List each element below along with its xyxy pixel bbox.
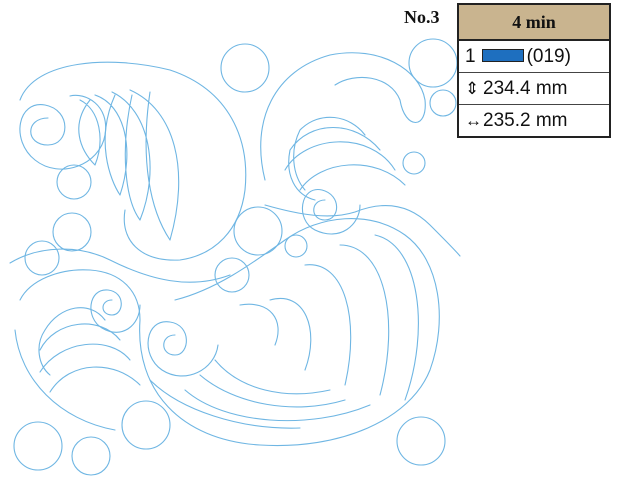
width-row: ↔235.2 mm bbox=[459, 104, 609, 136]
stitch-time: 4 min bbox=[459, 5, 609, 41]
stitch-circle bbox=[121, 400, 171, 450]
stitch-circle bbox=[402, 151, 426, 175]
color-swatch bbox=[481, 48, 524, 62]
stitch-outline bbox=[19, 61, 247, 261]
stitch-line bbox=[264, 204, 461, 257]
vertical-double-arrow-icon: ⇕ bbox=[465, 79, 480, 98]
stitch-line bbox=[9, 248, 231, 283]
color-index: 1 bbox=[465, 46, 476, 67]
stitch-spiral bbox=[147, 321, 219, 377]
stitch-circle bbox=[13, 421, 63, 471]
design-number: No.3 bbox=[404, 7, 440, 27]
stitch-circle bbox=[396, 416, 446, 466]
stitch-spiral bbox=[19, 94, 107, 170]
design-info-panel: 4 min 1 (019) ⇕ 234.4 mm ↔235.2 mm bbox=[457, 3, 611, 138]
height-row: ⇕ 234.4 mm bbox=[459, 72, 609, 104]
stitch-feather bbox=[184, 234, 419, 422]
stitch-feather bbox=[78, 89, 180, 241]
stitch-outline bbox=[139, 218, 440, 447]
stitch-feather bbox=[284, 116, 406, 201]
color-code: (019) bbox=[526, 46, 571, 67]
stitch-circle bbox=[233, 206, 283, 256]
stitch-circle bbox=[71, 436, 111, 476]
stitch-circle bbox=[24, 240, 60, 276]
stitch-line bbox=[149, 379, 301, 429]
stitch-outline bbox=[14, 269, 141, 431]
stitch-outline bbox=[260, 52, 426, 181]
stitch-circle bbox=[284, 234, 308, 258]
stitch-circle bbox=[214, 257, 250, 293]
horizontal-double-arrow-icon: ↔ bbox=[465, 111, 482, 130]
stitch-circle bbox=[56, 164, 92, 200]
stitch-circle bbox=[220, 43, 270, 93]
stitch-circle bbox=[429, 89, 457, 117]
stitch-spiral bbox=[90, 289, 141, 333]
color-row: 1 (019) bbox=[459, 41, 609, 72]
design-height: 234.4 mm bbox=[483, 78, 568, 99]
stitch-feather bbox=[38, 307, 141, 393]
design-width: 235.2 mm bbox=[483, 110, 568, 131]
stitch-circle bbox=[52, 212, 92, 252]
stitch-spiral bbox=[301, 189, 361, 235]
